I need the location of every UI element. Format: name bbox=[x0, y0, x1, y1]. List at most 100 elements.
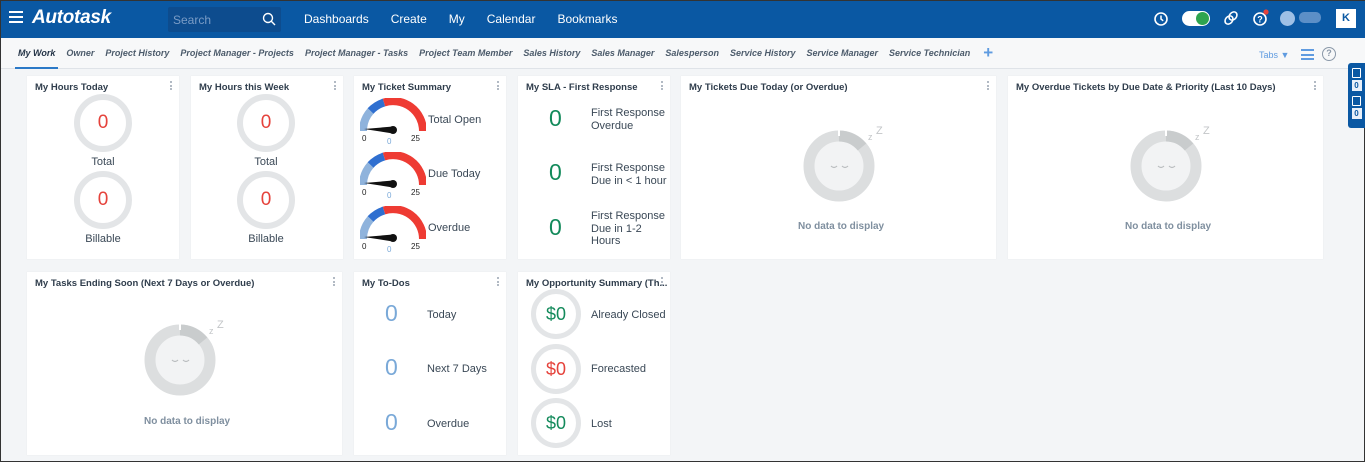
tabs-dropdown[interactable]: Tabs ▼ bbox=[1259, 50, 1290, 60]
tab-salesperson[interactable]: Salesperson bbox=[665, 48, 719, 58]
total-hours-value: 0 bbox=[74, 94, 132, 152]
tab-project-manager-tasks[interactable]: Project Manager - Tasks bbox=[304, 48, 409, 58]
add-tab-button[interactable]: + bbox=[983, 43, 994, 62]
check-icon bbox=[1196, 12, 1209, 25]
sla-item-label: First Response Overdue bbox=[591, 107, 665, 132]
widget-menu-icon[interactable] bbox=[1314, 81, 1317, 92]
avatar[interactable] bbox=[1280, 11, 1295, 26]
widget-sla-first-response: My SLA - First Response 0 First Response… bbox=[518, 76, 670, 259]
top-bar: Autotask Dashboards Create My Calendar B… bbox=[1, 1, 1365, 38]
widget-todos: My To-Dos 0 Today 0 Next 7 Days 0 Overdu… bbox=[354, 272, 506, 455]
gauge-overdue: 0 0 25 bbox=[360, 206, 426, 252]
already-closed-value[interactable]: $0 bbox=[531, 289, 581, 339]
widget-menu-icon[interactable] bbox=[334, 81, 337, 92]
tab-sales-history[interactable]: Sales History bbox=[523, 48, 581, 58]
widget-menu-icon[interactable] bbox=[497, 277, 500, 288]
nav-calendar[interactable]: Calendar bbox=[486, 12, 536, 26]
todo-next7-value[interactable]: 0 bbox=[385, 354, 398, 380]
widget-menu-icon[interactable] bbox=[661, 277, 664, 288]
svg-text:0: 0 bbox=[387, 191, 392, 198]
tab-project-team-member[interactable]: Project Team Member bbox=[419, 48, 513, 58]
empty-state-text: No data to display bbox=[1125, 221, 1212, 232]
app-logo[interactable]: Autotask bbox=[32, 7, 111, 28]
todo-overdue-value[interactable]: 0 bbox=[385, 409, 398, 435]
widget-menu-icon[interactable] bbox=[987, 81, 990, 92]
lost-value[interactable]: $0 bbox=[531, 398, 581, 448]
svg-text:25: 25 bbox=[411, 242, 420, 251]
widget-title: My Hours Today bbox=[35, 82, 109, 93]
hamburger-menu-icon[interactable] bbox=[9, 11, 23, 23]
svg-text:0: 0 bbox=[362, 242, 367, 251]
clock-icon[interactable] bbox=[1153, 9, 1169, 27]
todo-label: Next 7 Days bbox=[427, 363, 487, 375]
sla-1hour-value[interactable]: 0 bbox=[549, 159, 562, 185]
widget-title: My To-Dos bbox=[362, 278, 410, 289]
tab-my-work[interactable]: My Work bbox=[14, 48, 59, 69]
widget-hours-week: My Hours this Week 0 Total 0 Billable bbox=[191, 76, 343, 259]
user-name[interactable] bbox=[1299, 12, 1321, 23]
list-menu-icon[interactable] bbox=[1301, 49, 1314, 63]
widget-title: My Hours this Week bbox=[199, 82, 290, 93]
clipboard-icon bbox=[1352, 96, 1361, 106]
tab-service-technician[interactable]: Service Technician bbox=[889, 48, 971, 58]
kaseya-button[interactable]: K bbox=[1336, 9, 1356, 28]
forecasted-value[interactable]: $0 bbox=[531, 344, 581, 394]
opportunity-label: Already Closed bbox=[591, 309, 666, 321]
svg-text:0: 0 bbox=[362, 134, 367, 143]
main-nav: Dashboards Create My Calendar Bookmarks bbox=[304, 12, 639, 26]
total-hours-value: 0 bbox=[237, 94, 295, 152]
dashboard-tab-bar: My Work Owner Project History Project Ma… bbox=[1, 38, 1365, 69]
dashboard-help-icon[interactable]: ? bbox=[1322, 47, 1336, 61]
tab-project-manager-projects[interactable]: Project Manager - Projects bbox=[180, 48, 294, 58]
widget-menu-icon[interactable] bbox=[497, 81, 500, 92]
tab-project-history[interactable]: Project History bbox=[105, 48, 170, 58]
widget-menu-icon[interactable] bbox=[170, 81, 173, 92]
document-count: 0 bbox=[1351, 80, 1362, 91]
total-label: Total bbox=[91, 156, 115, 168]
nav-bookmarks[interactable]: Bookmarks bbox=[557, 12, 618, 26]
widget-menu-icon[interactable] bbox=[333, 277, 336, 288]
widget-hours-today: My Hours Today 0 Total 0 Billable bbox=[27, 76, 179, 259]
widget-title: My Ticket Summary bbox=[362, 82, 452, 93]
clipboard-count: 0 bbox=[1351, 108, 1362, 119]
billable-label: Billable bbox=[85, 233, 121, 245]
sla-overdue-value[interactable]: 0 bbox=[549, 105, 562, 131]
tab-owner[interactable]: Owner bbox=[66, 48, 95, 58]
help-icon[interactable]: ? bbox=[1252, 9, 1270, 27]
gauge-total-open: 0 0 25 bbox=[360, 98, 426, 144]
billable-label: Billable bbox=[248, 233, 284, 245]
status-toggle[interactable] bbox=[1182, 11, 1210, 26]
side-quick-widget[interactable]: 0 0 bbox=[1348, 63, 1365, 128]
gauge-due-today: 0 0 25 bbox=[360, 152, 426, 198]
sla-1-2hours-value[interactable]: 0 bbox=[549, 214, 562, 240]
svg-text:Z: Z bbox=[1203, 125, 1210, 137]
todo-label: Today bbox=[427, 309, 457, 321]
search-input[interactable] bbox=[168, 7, 253, 32]
gauge-label: Overdue bbox=[428, 222, 471, 234]
gauge-label: Due Today bbox=[428, 168, 481, 180]
opportunity-label: Forecasted bbox=[591, 363, 647, 375]
nav-dashboards[interactable]: Dashboards bbox=[304, 12, 369, 26]
sla-item-label: First Response Due in 1-2 Hours bbox=[591, 210, 665, 247]
search-icon[interactable] bbox=[262, 12, 276, 26]
opportunity-label: Lost bbox=[591, 418, 612, 430]
widget-menu-icon[interactable] bbox=[661, 81, 664, 92]
nav-my[interactable]: My bbox=[448, 12, 465, 26]
svg-text:25: 25 bbox=[411, 188, 420, 197]
tab-service-manager[interactable]: Service Manager bbox=[806, 48, 879, 58]
tab-sales-manager[interactable]: Sales Manager bbox=[591, 48, 655, 58]
link-icon[interactable] bbox=[1222, 9, 1240, 27]
svg-text:0: 0 bbox=[387, 137, 392, 144]
tab-service-history[interactable]: Service History bbox=[729, 48, 796, 58]
todo-label: Overdue bbox=[427, 418, 470, 430]
widget-title: My SLA - First Response bbox=[526, 82, 638, 93]
widget-ticket-summary: My Ticket Summary 0 0 25 Total Open 0 0 … bbox=[354, 76, 506, 259]
svg-text:25: 25 bbox=[411, 134, 420, 143]
widget-title: My Overdue Tickets by Due Date & Priorit… bbox=[1016, 82, 1276, 93]
todo-today-value[interactable]: 0 bbox=[385, 300, 398, 326]
svg-text:?: ? bbox=[1257, 15, 1263, 25]
document-icon bbox=[1352, 68, 1361, 78]
svg-text:z: z bbox=[868, 132, 873, 142]
svg-text:0: 0 bbox=[362, 188, 367, 197]
nav-create[interactable]: Create bbox=[390, 12, 427, 26]
